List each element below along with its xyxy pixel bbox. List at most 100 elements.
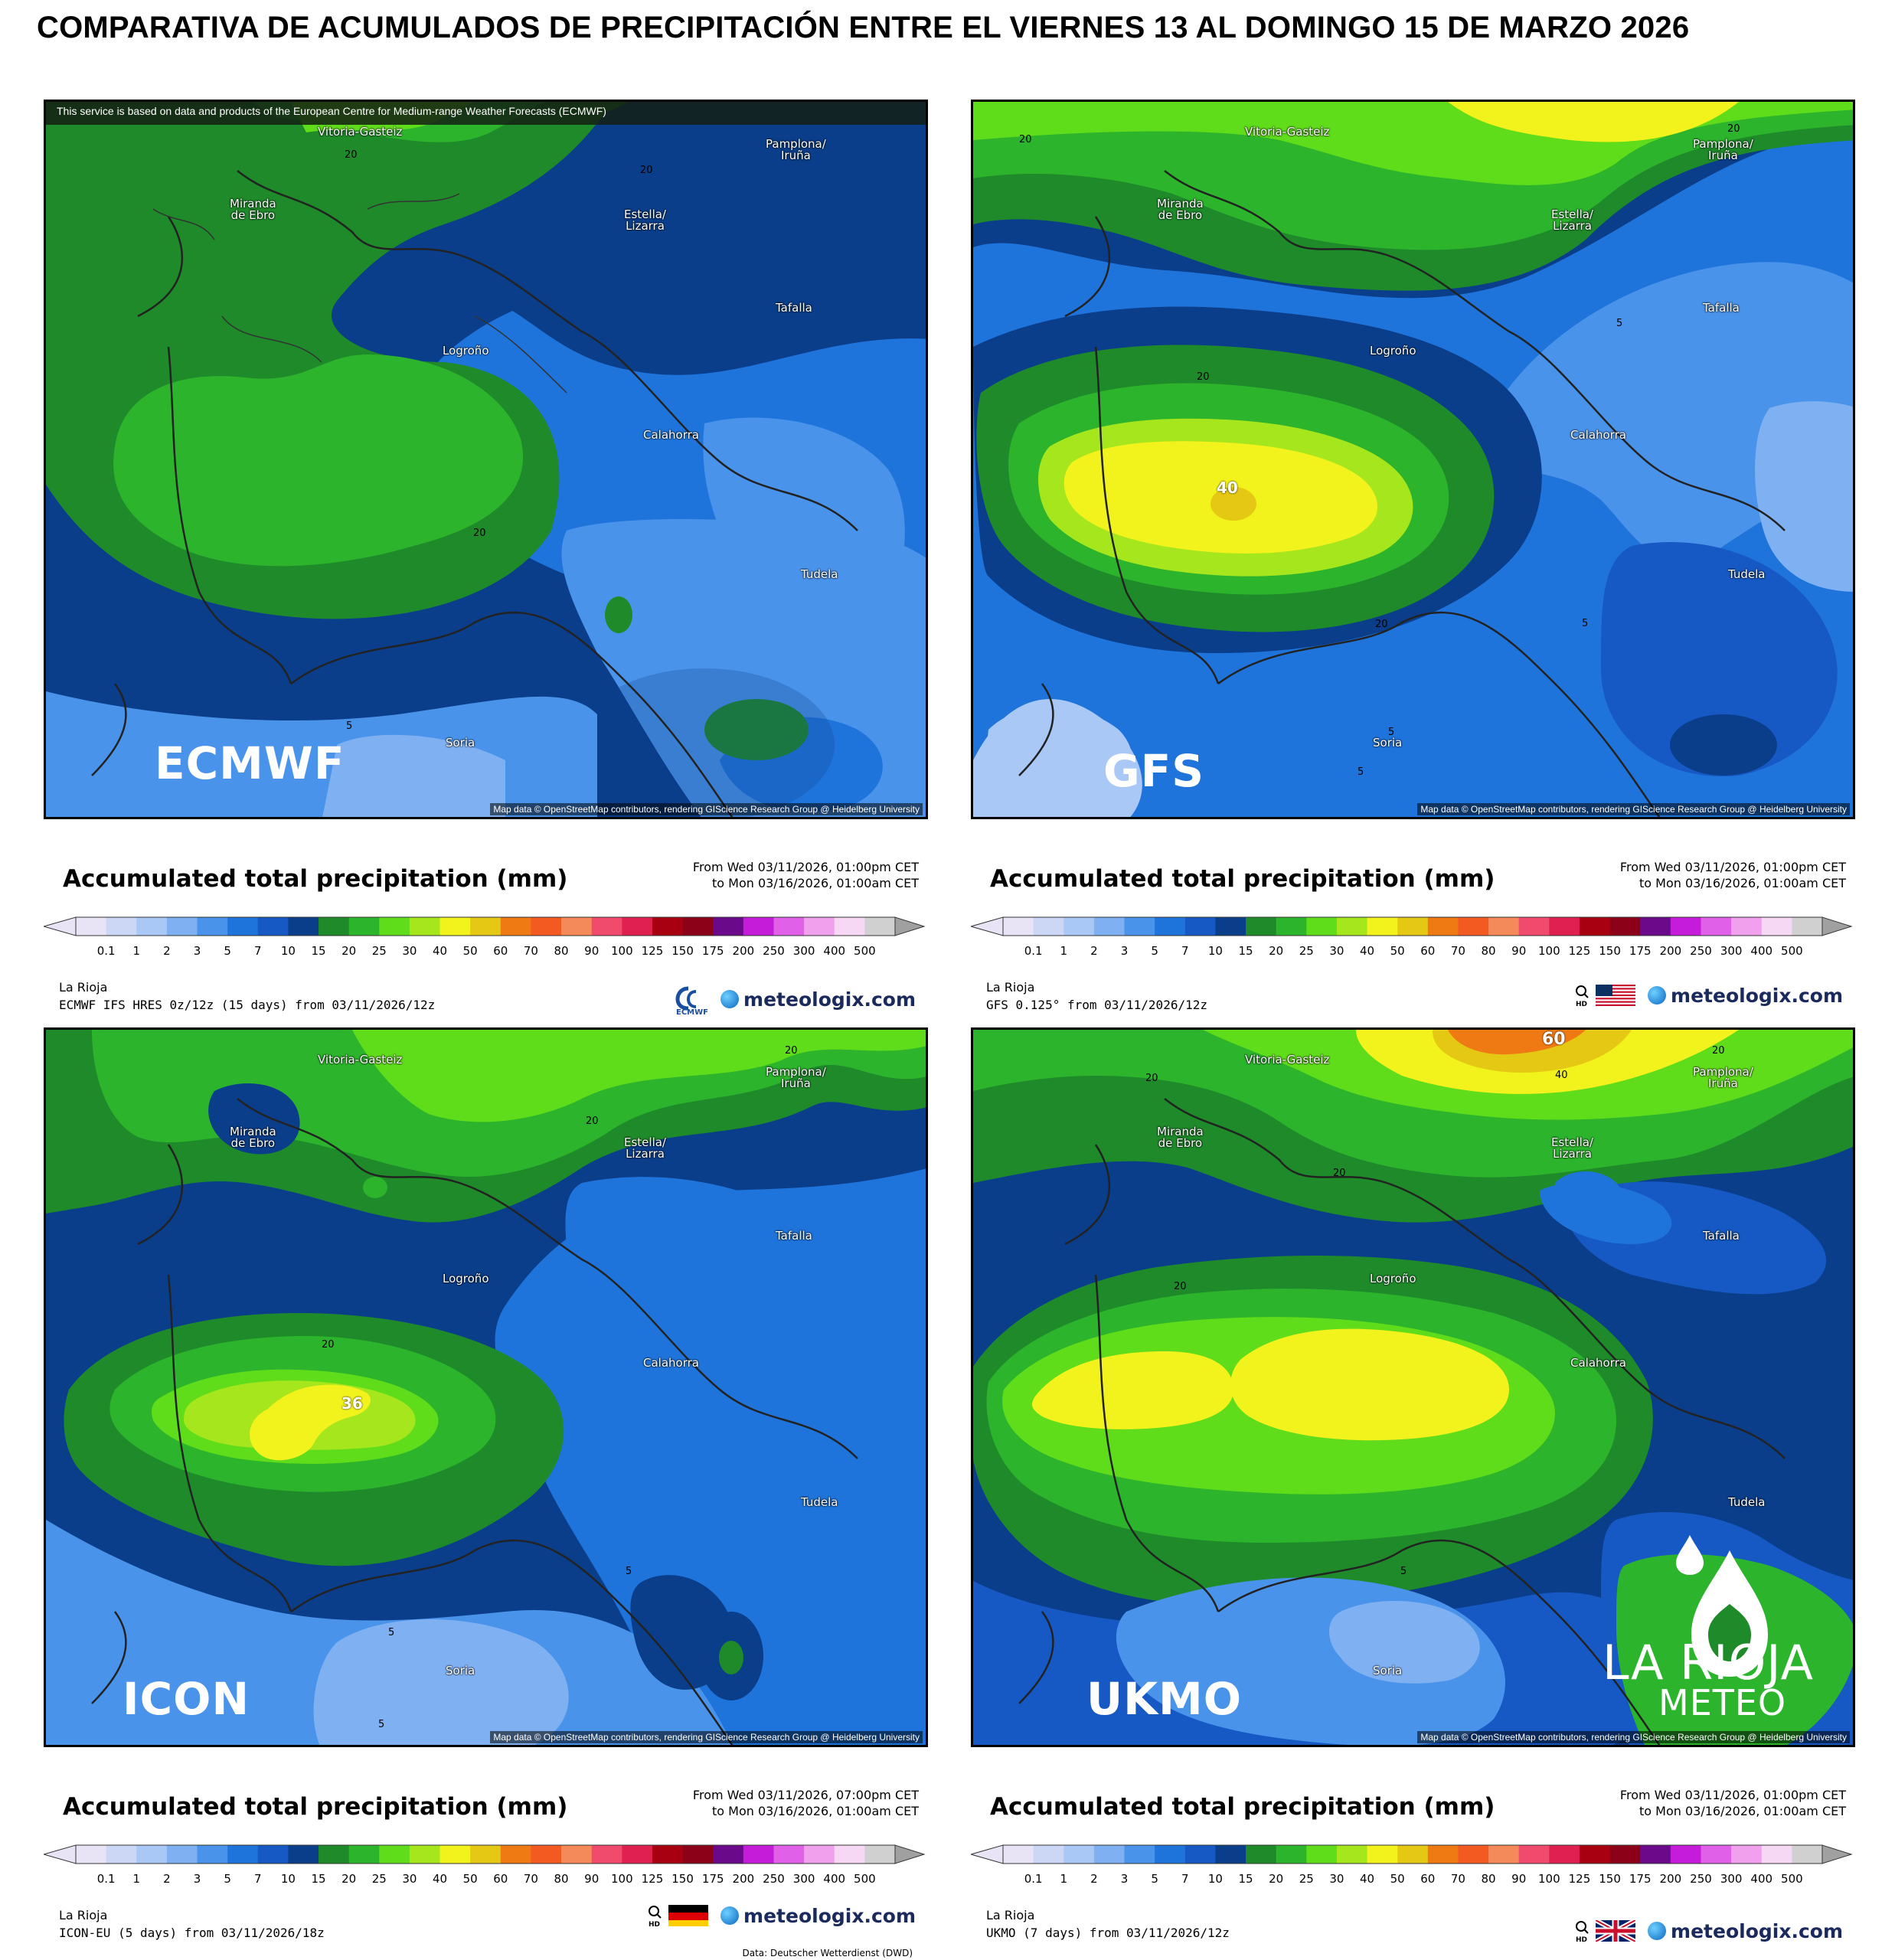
model-label: ICON	[123, 1673, 250, 1725]
colorbar-tick-label: 175	[701, 944, 724, 958]
colorbar-tick-label: 100	[611, 944, 633, 958]
globe-icon	[1648, 1922, 1667, 1940]
colorbar-swatch	[379, 917, 410, 936]
peak-value: 36	[341, 1394, 363, 1413]
colorbar-swatch	[197, 1845, 228, 1864]
city-label-calahorra: Calahorra	[643, 428, 699, 442]
region-name: La Rioja	[986, 1908, 1035, 1922]
city-label-miranda: Miranda de Ebro	[230, 1125, 276, 1150]
colorbar-outline	[1002, 1844, 1823, 1864]
precip-field	[973, 102, 1853, 817]
colorbar-tick-label: 400	[1750, 1872, 1773, 1886]
svg-text:HD: HD	[1576, 1001, 1587, 1007]
colorbar-tick-label: 300	[792, 944, 815, 958]
colorbar-swatch	[1276, 1845, 1307, 1864]
colorbar-swatch	[166, 1845, 198, 1864]
colorbar-swatch	[1367, 917, 1398, 936]
colorbar-swatch	[439, 917, 471, 936]
colorbar-swatch	[743, 917, 774, 936]
colorbar-swatch	[682, 917, 714, 936]
colorbar-tick-label: 5	[1151, 944, 1158, 958]
colorbar-swatch	[1003, 917, 1034, 936]
city-label-tudela: Tudela	[801, 567, 838, 581]
contour-label: 5	[626, 1566, 632, 1577]
colorbar-tick-label: 175	[1629, 944, 1652, 958]
colorbar-swatch	[1093, 1845, 1126, 1864]
colorbar-tick-label: 400	[823, 944, 846, 958]
colorbar-tick-label: 125	[1568, 944, 1591, 958]
colorbar-tick-label: 20	[341, 1872, 357, 1886]
precip-field	[46, 102, 926, 817]
colorbar-swatch	[804, 917, 835, 936]
model-label: ECMWF	[155, 737, 345, 789]
colorbar-tick-label: 20	[341, 944, 357, 958]
colorbar-tick-label: 40	[433, 944, 448, 958]
region-name: La Rioja	[59, 1908, 108, 1922]
colorbar-swatch	[561, 917, 593, 936]
colorbar-tick-label: 50	[1390, 944, 1405, 958]
contour-label: 5	[1388, 727, 1395, 738]
colorbar-tick-label: 30	[1329, 944, 1344, 958]
colorbar-swatch	[500, 1845, 531, 1864]
colorbar-tick-label: 15	[1238, 944, 1253, 958]
brand[interactable]: HD meteologix.com	[649, 1904, 916, 1927]
valid-period: From Wed 03/11/2026, 01:00pm CET to Mon 0…	[692, 860, 919, 890]
colorbar-tick-label: 15	[1238, 1872, 1253, 1886]
colorbar-tick-label: 60	[493, 1872, 508, 1886]
colorbar-swatch	[1761, 917, 1792, 936]
legend: Accumulated total precipitation (mm) Fro…	[971, 1762, 1855, 1942]
colorbar-swatch	[682, 1845, 714, 1864]
logo-text-line2: METEO	[1658, 1682, 1787, 1723]
brand[interactable]: ECMWF meteologix.com	[673, 984, 916, 1014]
colorbar-swatch	[1579, 1845, 1611, 1864]
brand[interactable]: HD meteologix.com	[1576, 984, 1843, 1007]
colorbar-tick-label: 300	[1720, 1872, 1743, 1886]
contour-label: 20	[473, 528, 486, 539]
colorbar-swatch	[1518, 1845, 1550, 1864]
colorbar-tick-label: 500	[1781, 1872, 1803, 1886]
colorbar-swatch	[531, 917, 562, 936]
map-gfs[interactable]: Vitoria-Gasteiz Pamplona/Iruña Miranda de…	[971, 100, 1855, 819]
colorbar-tick-label: 2	[1090, 944, 1098, 958]
city-label-logrono: Logroño	[443, 1272, 489, 1285]
colorbar-arrow-left	[971, 1844, 1004, 1864]
city-label-tafalla: Tafalla	[776, 301, 812, 315]
colorbar-tick-label: 15	[311, 1872, 326, 1886]
hd-magnifier-icon: HD	[649, 1906, 662, 1927]
colorbar-swatch	[1609, 917, 1641, 936]
colorbar-swatch	[76, 1845, 107, 1864]
map-icon[interactable]: Vitoria-Gasteiz Pamplona/Iruña Miranda de…	[44, 1027, 928, 1747]
colorbar-tick-label: 90	[584, 1872, 600, 1886]
map-ukmo[interactable]: Vitoria-Gasteiz Pamplona/Iruña Miranda de…	[971, 1027, 1855, 1747]
colorbar-swatch	[197, 917, 228, 936]
colorbar-swatch	[409, 917, 441, 936]
legend-title: Accumulated total precipitation (mm)	[63, 865, 568, 893]
precip-field	[46, 1030, 926, 1745]
map-ecmwf[interactable]: This service is based on data and produc…	[44, 100, 928, 819]
colorbar-swatch	[591, 1845, 622, 1864]
city-label-vitoria: Vitoria-Gasteiz	[1245, 1053, 1330, 1067]
colorbar-swatch	[1003, 1845, 1034, 1864]
hd-magnifier-icon: HD	[1576, 985, 1589, 1007]
colorbar-swatch	[591, 917, 622, 936]
colorbar-swatch	[319, 1845, 350, 1864]
colorbar-tick-label: 10	[1207, 944, 1223, 958]
city-label-miranda: Miranda de Ebro	[1157, 197, 1204, 222]
city-label-logrono: Logroño	[443, 344, 489, 358]
colorbar-tick-label: 7	[1181, 944, 1189, 958]
brand[interactable]: HD meteologix.com	[1576, 1919, 1843, 1942]
colorbar-swatch	[652, 1845, 684, 1864]
colorbar-tick-label: 5	[224, 1872, 231, 1886]
contour-label: 20	[1333, 1168, 1346, 1179]
colorbar-swatch	[1731, 917, 1763, 936]
colorbar-tick-label: 1	[132, 944, 141, 958]
colorbar-swatch	[713, 917, 744, 936]
colorbar-tick-label: 5	[1151, 1872, 1158, 1886]
colorbar-tick-label: 10	[280, 944, 296, 958]
colorbar-tick-label: 25	[1299, 944, 1314, 958]
colorbar-swatch	[1397, 1845, 1429, 1864]
water-drop-icon	[1676, 1535, 1768, 1677]
city-label-miranda: Miranda de Ebro	[1157, 1125, 1204, 1150]
colorbar-swatch	[136, 917, 168, 936]
colorbar-swatch	[1184, 1845, 1216, 1864]
